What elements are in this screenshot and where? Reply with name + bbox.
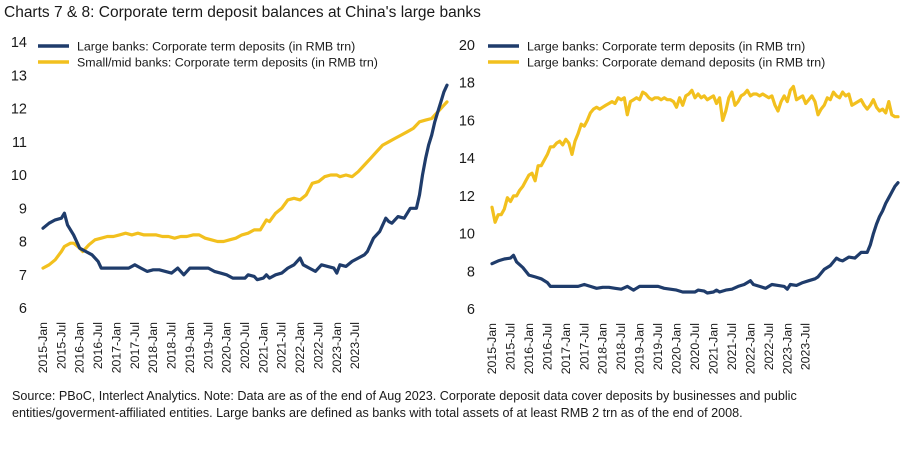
left-chart: 6 7 8 9 10 11 12 13 14 2015-Jan 2015-Jul 2016-Jan 20… (11, 35, 449, 373)
x-tick-label: 2019-Jan (183, 322, 197, 373)
x-tick-label: 2023-Jul (348, 322, 362, 369)
x-tick-label: 2016-Jul (91, 322, 105, 369)
x-tick-label: 2015-Jul (503, 323, 517, 370)
x-tick-label: 2022-Jan (743, 323, 757, 374)
x-tick-label: 2019-Jan (633, 323, 647, 374)
legend-label: Large banks: Corporate demand deposits (… (527, 56, 825, 70)
y-tick-label: 10 (459, 227, 475, 243)
x-tick-label: 2017-Jul (128, 322, 142, 369)
x-tick-label: 2023-Jan (780, 323, 794, 374)
x-tick-label: 2016-Jan (73, 322, 87, 373)
y-tick-label: 13 (11, 68, 27, 84)
x-tick-label: 2022-Jan (293, 322, 307, 373)
y-tick-label: 14 (11, 35, 27, 51)
x-tick-label: 2016-Jul (540, 323, 554, 370)
y-tick-label: 6 (19, 301, 27, 317)
x-tick-label: 2021-Jan (706, 323, 720, 374)
x-tick-label: 2015-Jul (54, 322, 68, 369)
legend-label: Large banks: Corporate term deposits (in… (77, 40, 355, 54)
y-tick-label: 7 (19, 268, 27, 284)
y-tick-label: 10 (11, 168, 27, 184)
x-tick-label: 2022-Jul (762, 323, 776, 370)
x-tick-label: 2020-Jul (688, 323, 702, 370)
x-tick-label: 2016-Jan (522, 323, 536, 374)
x-tick-label: 2020-Jan (670, 323, 684, 374)
y-tick-label: 14 (459, 151, 475, 167)
x-tick-label: 2023-Jan (330, 322, 344, 373)
x-tick-label: 2023-Jul (799, 323, 813, 370)
x-tick-label: 2015-Jan (36, 322, 50, 373)
y-tick-label: 8 (19, 235, 27, 251)
x-tick-label: 2020-Jul (238, 322, 252, 369)
x-tick-label: 2021-Jul (275, 322, 289, 369)
x-tick-label: 2019-Jul (201, 322, 215, 369)
x-tick-label: 2020-Jan (220, 322, 234, 373)
y-tick-label: 11 (12, 135, 27, 151)
source-note: Source: PBoC, Interlect Analytics. Note:… (12, 389, 797, 420)
x-tick-label: 2018-Jan (596, 323, 610, 374)
x-tick-label: 2018-Jul (614, 323, 628, 370)
x-tick-label: 2019-Jul (651, 323, 665, 370)
y-tick-label: 18 (459, 76, 475, 92)
series-line-navy (490, 181, 900, 295)
y-tick-label: 12 (459, 189, 475, 205)
legend-label: Small/mid banks: Corporate term deposits… (77, 56, 378, 70)
right-chart: 6 8 10 12 14 16 18 20 2015-Jan 2015-Jul 2016-Jan 20… (459, 38, 900, 374)
legend-label: Large banks: Corporate term deposits (in… (527, 40, 805, 54)
series-line-gold (490, 84, 900, 224)
charts-canvas: 6 7 8 9 10 11 12 13 14 2015-Jan 2015-Jul 2016-Jan 20… (11, 35, 900, 374)
x-tick-label: 2022-Jul (311, 322, 325, 369)
page-title: Charts 7 & 8: Corporate term deposit bal… (4, 4, 481, 21)
y-tick-label: 8 (467, 264, 475, 280)
y-tick-label: 20 (459, 38, 475, 54)
x-tick-label: 2017-Jan (559, 323, 573, 374)
y-tick-label: 9 (19, 201, 27, 217)
x-tick-label: 2021-Jul (725, 323, 739, 370)
x-tick-label: 2018-Jan (146, 322, 160, 373)
x-tick-label: 2018-Jul (165, 322, 179, 369)
x-tick-label: 2021-Jan (256, 322, 270, 373)
y-tick-label: 12 (11, 102, 27, 118)
x-tick-label: 2017-Jul (577, 323, 591, 370)
y-tick-label: 6 (467, 302, 475, 318)
series-line-gold (41, 100, 449, 270)
x-tick-label: 2015-Jan (485, 323, 499, 374)
series-line-navy (41, 83, 449, 282)
x-tick-label: 2017-Jan (109, 322, 123, 373)
y-tick-label: 16 (459, 113, 475, 129)
